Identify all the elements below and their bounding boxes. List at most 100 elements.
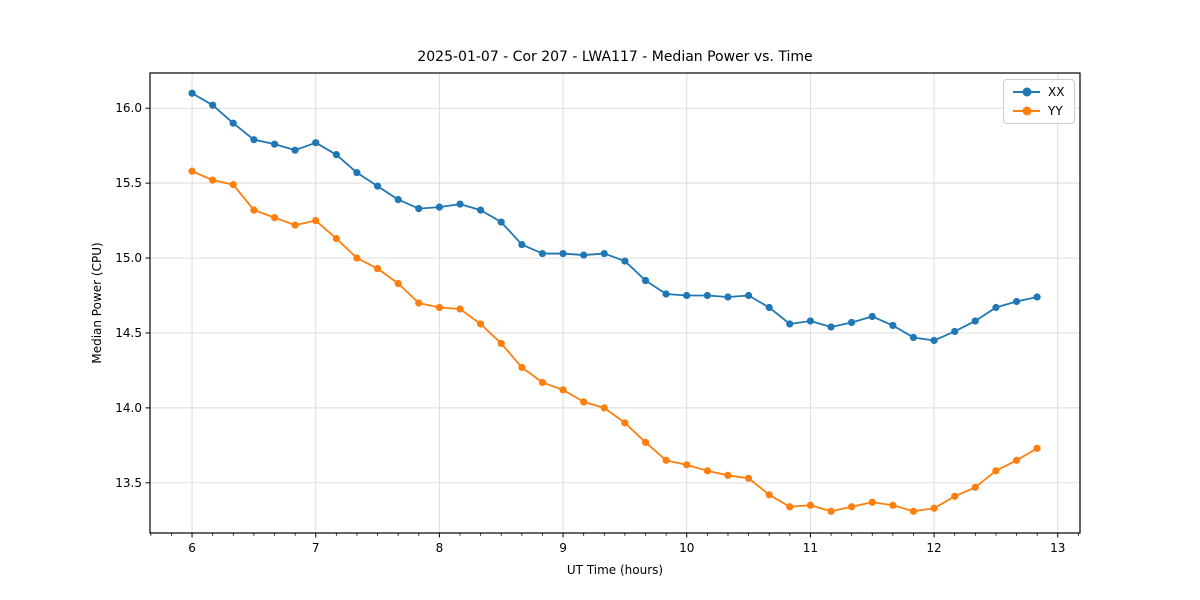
legend-label-yy: YY [1048, 104, 1063, 118]
data-point-xx [827, 323, 835, 331]
data-point-xx [600, 249, 608, 258]
data-point-xx [394, 196, 402, 204]
data-point-xx [353, 169, 361, 177]
data-point-xx [971, 317, 979, 325]
legend-item-xx: XX [1013, 85, 1064, 99]
data-point-xx [806, 317, 814, 325]
data-point-xx [1033, 293, 1041, 301]
data-point-yy [188, 167, 196, 175]
data-point-yy [889, 501, 897, 509]
data-point-xx [559, 249, 567, 258]
data-point-yy [868, 498, 876, 506]
data-point-xx [270, 140, 279, 148]
data-point-xx [765, 303, 773, 312]
data-point-yy [992, 467, 1000, 475]
x-tick-label: 8 [436, 541, 444, 555]
data-point-xx [868, 312, 876, 321]
x-tick-label: 9 [559, 541, 567, 555]
x-tick-label: 6 [188, 541, 196, 555]
y-tick-label: 15.0 [115, 251, 142, 265]
x-tick-label: 13 [1050, 541, 1065, 555]
data-point-xx [580, 251, 588, 259]
data-point-yy [971, 483, 979, 491]
axes-frame [149, 72, 1081, 534]
data-point-yy [1012, 456, 1021, 464]
data-point-yy [456, 305, 464, 313]
data-point-yy [209, 176, 217, 184]
data-point-yy [497, 339, 505, 348]
data-point-xx [662, 290, 670, 298]
data-point-xx [951, 327, 959, 336]
data-point-xx [291, 146, 299, 154]
data-point-yy [683, 461, 691, 469]
y-tick-label: 15.5 [115, 176, 142, 190]
data-point-xx [703, 291, 711, 300]
data-point-xx [909, 333, 918, 342]
data-point-yy [703, 467, 711, 475]
data-point-yy [353, 254, 361, 262]
data-point-xx [847, 318, 856, 327]
data-point-xx [312, 139, 320, 147]
data-point-yy [435, 303, 443, 312]
data-point-xx [992, 303, 1000, 312]
y-tick-label: 13.5 [115, 476, 142, 490]
data-point-yy [827, 507, 835, 515]
data-point-yy [250, 206, 258, 214]
data-point-xx [1012, 297, 1021, 306]
data-point-yy [909, 507, 918, 515]
data-point-yy [724, 471, 732, 479]
data-point-yy [312, 216, 320, 225]
data-point-yy [394, 279, 402, 288]
data-point-yy [600, 404, 608, 412]
chart-title: 2025-01-07 - Cor 207 - LWA117 - Median P… [417, 49, 813, 65]
data-point-xx [415, 205, 423, 213]
data-point-xx [250, 136, 258, 144]
data-point-xx [332, 151, 340, 159]
data-point-yy [476, 320, 485, 328]
data-point-xx [538, 249, 547, 258]
data-point-xx [476, 206, 485, 214]
x-tick-label: 10 [679, 541, 694, 555]
data-point-yy [229, 181, 237, 189]
data-point-xx [209, 101, 217, 109]
legend-line-marker-xx [1013, 87, 1040, 97]
data-point-xx [497, 218, 505, 226]
data-point-yy [806, 501, 814, 509]
x-tick-label: 12 [926, 541, 941, 555]
data-point-xx [518, 240, 526, 249]
data-point-yy [786, 503, 794, 511]
data-point-xx [889, 321, 897, 330]
data-point-xx [724, 293, 732, 301]
data-point-yy [332, 234, 340, 243]
legend: XX YY [1003, 79, 1076, 124]
data-point-yy [621, 419, 629, 427]
data-point-yy [951, 492, 959, 500]
legend-label-xx: XX [1048, 85, 1065, 99]
data-point-xx [621, 257, 629, 265]
legend-item-yy: YY [1013, 104, 1064, 118]
data-point-xx [456, 200, 464, 208]
data-point-xx [641, 276, 650, 285]
x-axis-label: UT Time (hours) [566, 563, 664, 577]
x-tick-label: 7 [312, 541, 320, 555]
x-tick-label: 11 [803, 541, 818, 555]
series-line-xx [191, 92, 1038, 342]
data-point-yy [270, 213, 279, 222]
data-point-yy [559, 386, 567, 394]
data-point-xx [683, 291, 691, 300]
data-point-xx [229, 119, 237, 127]
data-point-yy [580, 398, 588, 406]
data-point-xx [188, 89, 196, 97]
data-point-yy [847, 503, 856, 511]
data-point-yy [765, 491, 773, 499]
data-point-xx [435, 203, 443, 211]
data-point-yy [641, 438, 650, 446]
data-point-yy [415, 299, 423, 307]
data-point-yy [744, 474, 753, 482]
data-point-yy [538, 378, 547, 387]
data-point-xx [930, 336, 938, 345]
y-tick-label: 14.0 [115, 401, 142, 415]
y-tick-label: 16.0 [115, 101, 142, 115]
